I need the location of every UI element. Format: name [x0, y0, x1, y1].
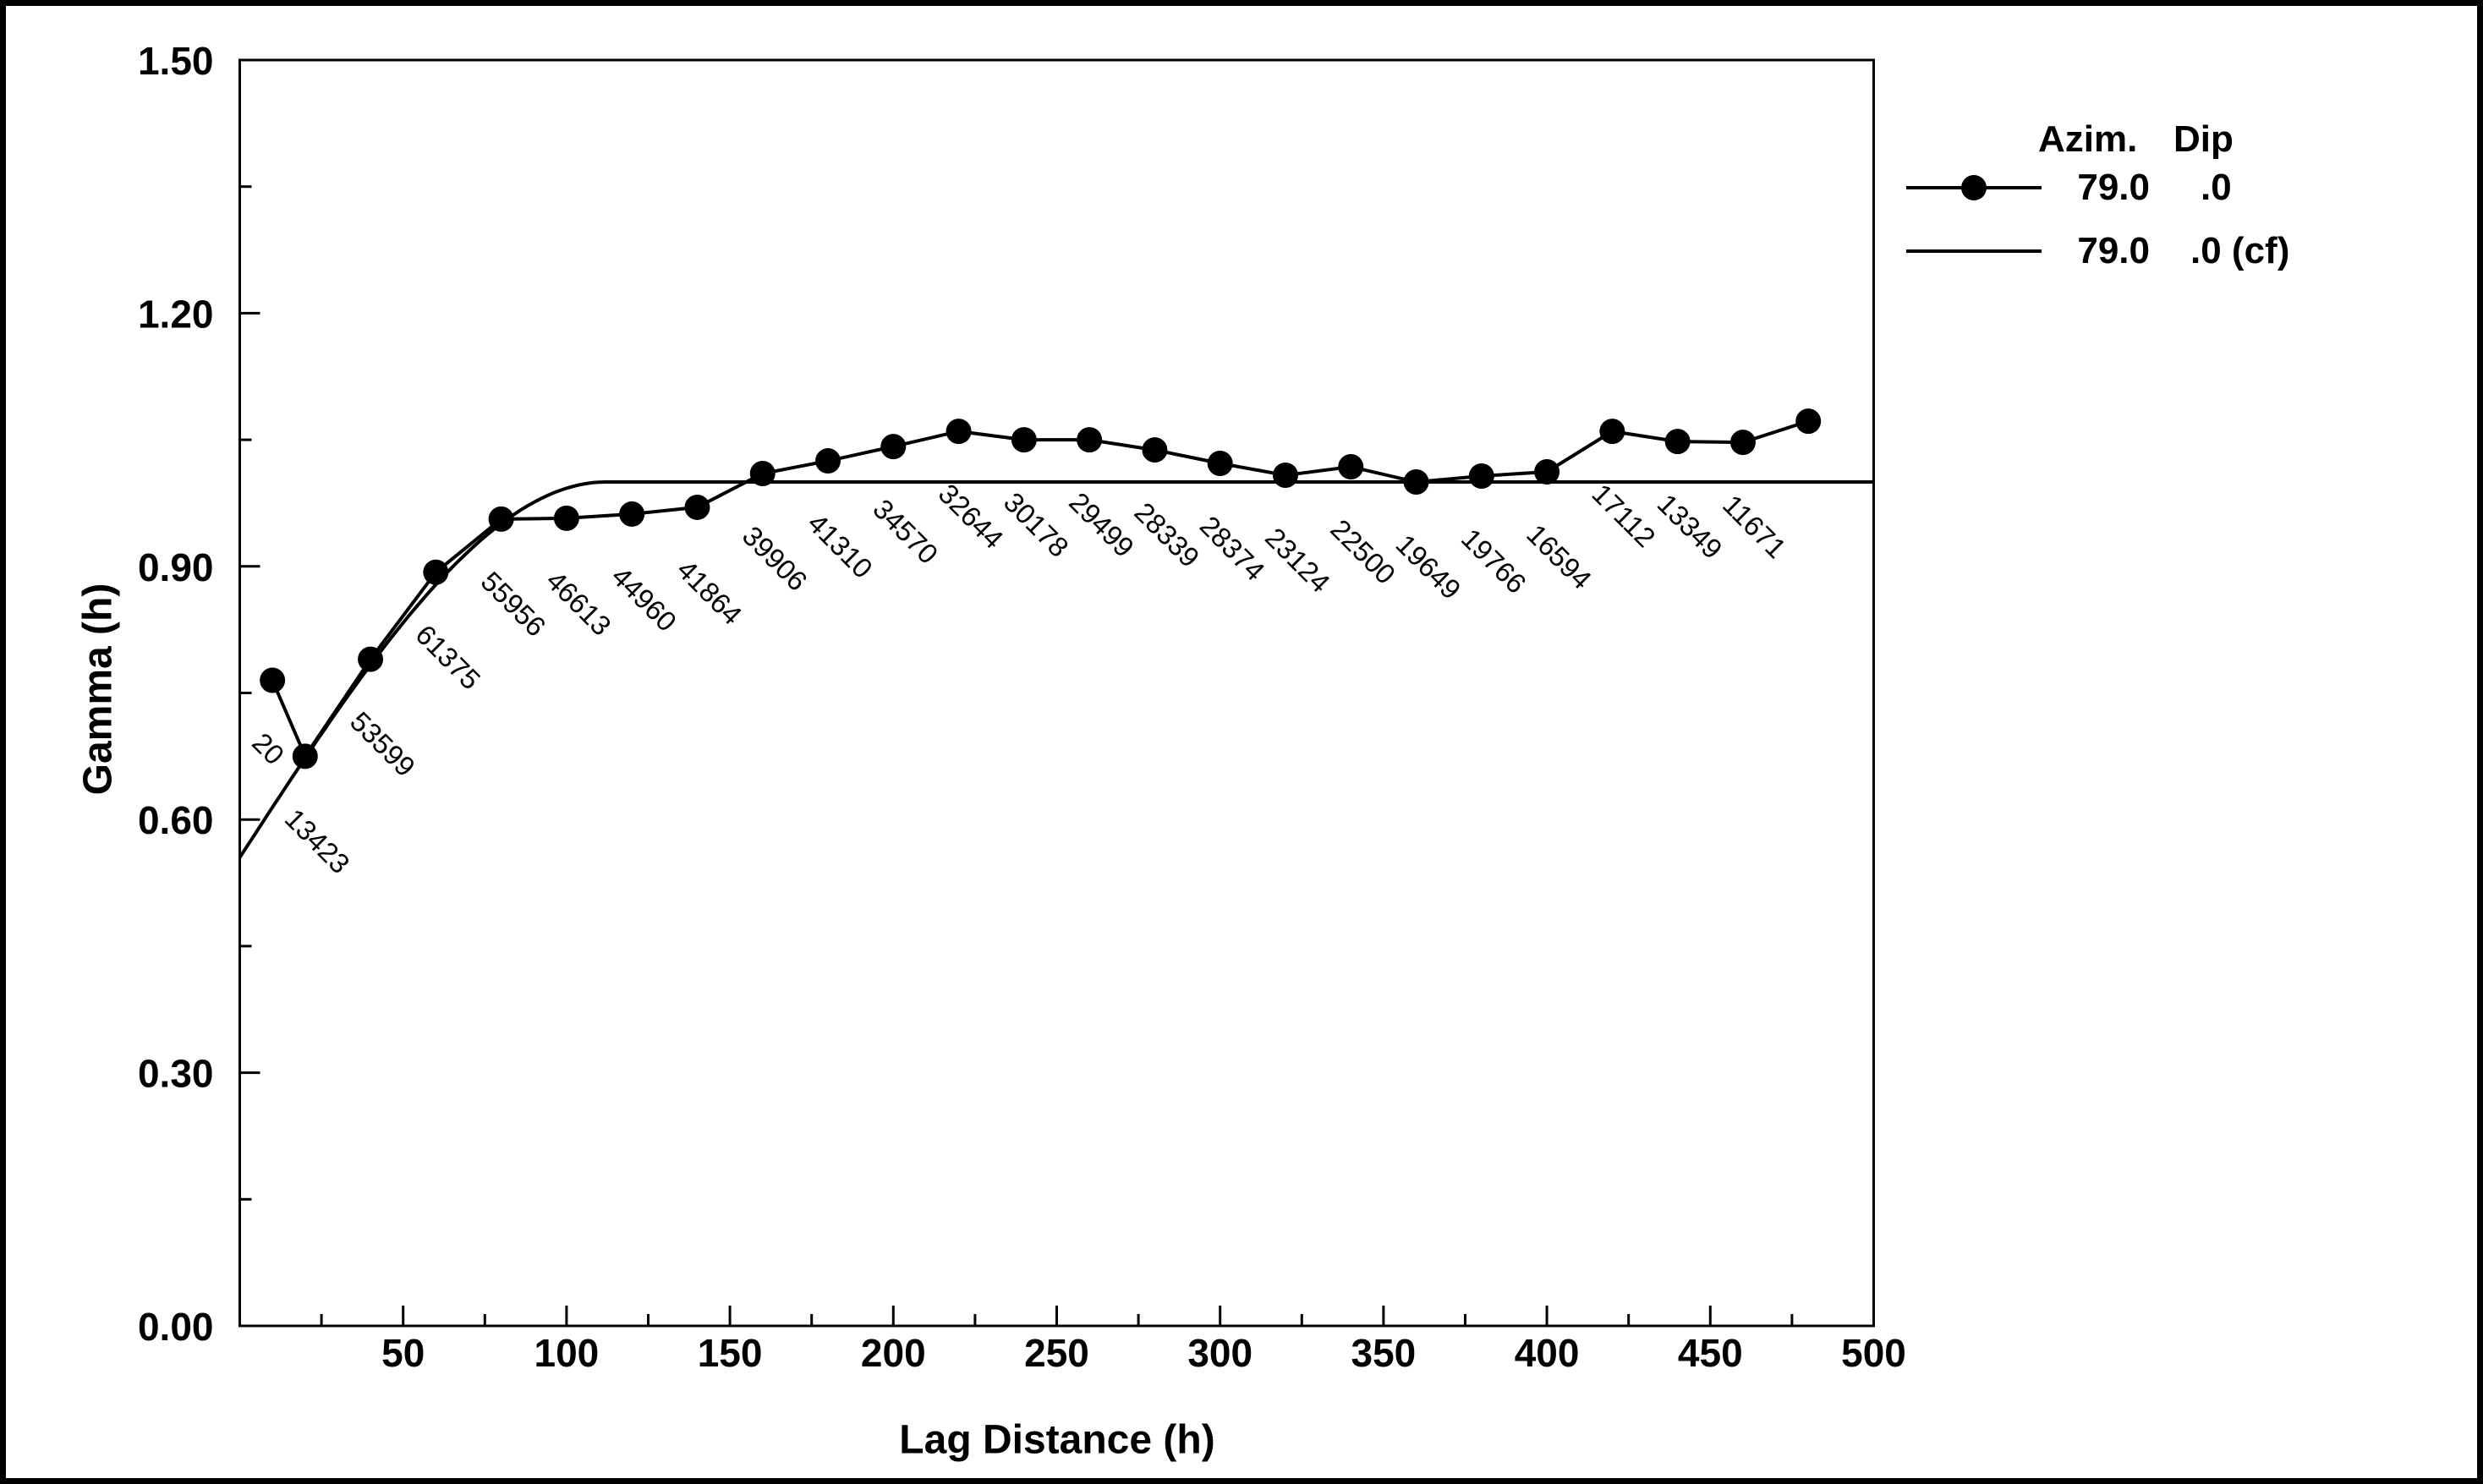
pair-count-label: 55956: [475, 566, 552, 643]
x-tick-label: 350: [1351, 1331, 1417, 1375]
pair-count-label: 41310: [802, 507, 879, 584]
y-tick-label: 0.60: [138, 798, 214, 842]
y-axis-title: Gamma (h): [75, 583, 121, 796]
pair-count-label: 39906: [737, 520, 814, 597]
pair-count-label: 32644: [933, 478, 1010, 555]
pair-count-label: 34570: [867, 493, 944, 570]
pair-count-label: 44960: [606, 561, 682, 638]
data-point-marker: [1729, 430, 1756, 456]
legend-swatch-marker: [1961, 175, 1987, 200]
data-point-marker: [1011, 427, 1037, 453]
pair-count-label: 17112: [1586, 478, 1661, 553]
data-point-marker: [292, 743, 318, 769]
pair-count-label: 11671: [1717, 489, 1792, 564]
x-tick-label: 400: [1515, 1331, 1580, 1375]
y-tick-label: 1.50: [138, 39, 214, 83]
pair-count-label: 19766: [1455, 523, 1532, 600]
pair-count-label: 28339: [1128, 496, 1205, 573]
pair-count-label: 29499: [1063, 486, 1140, 563]
pair-count-label: 61375: [409, 619, 486, 696]
x-tick-label: 250: [1024, 1331, 1089, 1375]
legend-header-dip: Dip: [2173, 118, 2234, 160]
x-tick-label: 500: [1841, 1331, 1906, 1375]
data-point-marker: [553, 505, 579, 531]
data-point-marker: [1142, 437, 1168, 463]
legend-row2-dip: .0 (cf): [2190, 230, 2290, 271]
legend-row2-azim: 79.0: [2077, 230, 2150, 271]
data-point-marker: [1077, 427, 1103, 453]
x-axis-title: Lag Distance (h): [899, 1417, 1215, 1463]
x-tick-label: 200: [861, 1331, 926, 1375]
data-point-marker: [423, 559, 449, 585]
x-tick-label: 100: [534, 1331, 600, 1375]
legend-header-azim: Azim.: [2038, 118, 2138, 160]
y-tick-label: 0.90: [138, 545, 214, 589]
data-point-marker: [880, 434, 907, 460]
data-point-marker: [1795, 408, 1822, 435]
legend-row1-azim: 79.0: [2077, 167, 2150, 208]
y-tick-label: 0.00: [138, 1305, 214, 1349]
plot-frame: [238, 58, 1875, 1328]
data-point-marker: [946, 419, 972, 445]
data-point-marker: [815, 448, 841, 474]
data-point-marker: [1338, 454, 1364, 480]
data-point-marker: [1599, 419, 1625, 445]
y-tick-label: 1.20: [138, 292, 214, 336]
data-point-marker: [1664, 429, 1691, 455]
data-point-marker: [488, 506, 514, 532]
y-tick-label: 0.30: [138, 1052, 214, 1096]
pair-count-label: 23124: [1259, 522, 1336, 599]
data-point-marker: [1272, 463, 1298, 489]
data-point-marker: [1403, 469, 1429, 495]
x-tick-label: 300: [1187, 1331, 1252, 1375]
pair-count-label: 22500: [1324, 513, 1401, 590]
data-point-marker: [619, 501, 645, 527]
data-point-marker: [684, 494, 710, 520]
pair-count-label: 53599: [344, 705, 421, 782]
pair-count-label: 16594: [1521, 518, 1598, 595]
x-tick-label: 450: [1678, 1331, 1743, 1375]
data-point-marker: [358, 646, 384, 672]
data-point-marker: [1468, 463, 1494, 490]
x-tick-label: 50: [381, 1331, 425, 1375]
legend-row1-dip: .0: [2201, 167, 2232, 208]
data-point-marker: [1207, 451, 1233, 477]
data-point-marker: [260, 667, 286, 693]
pair-count-label: 13349: [1652, 488, 1729, 565]
pair-count-label: 41864: [671, 554, 748, 631]
pair-count-label: 46613: [540, 565, 617, 642]
data-point-marker: [1534, 459, 1560, 485]
pair-count-label: 28374: [1194, 510, 1271, 587]
data-point-marker: [749, 461, 776, 487]
pair-count-label: 13423: [279, 802, 356, 879]
x-tick-label: 150: [698, 1331, 763, 1375]
pair-count-label: 30178: [998, 486, 1075, 563]
pair-count-label: 20: [246, 726, 290, 770]
